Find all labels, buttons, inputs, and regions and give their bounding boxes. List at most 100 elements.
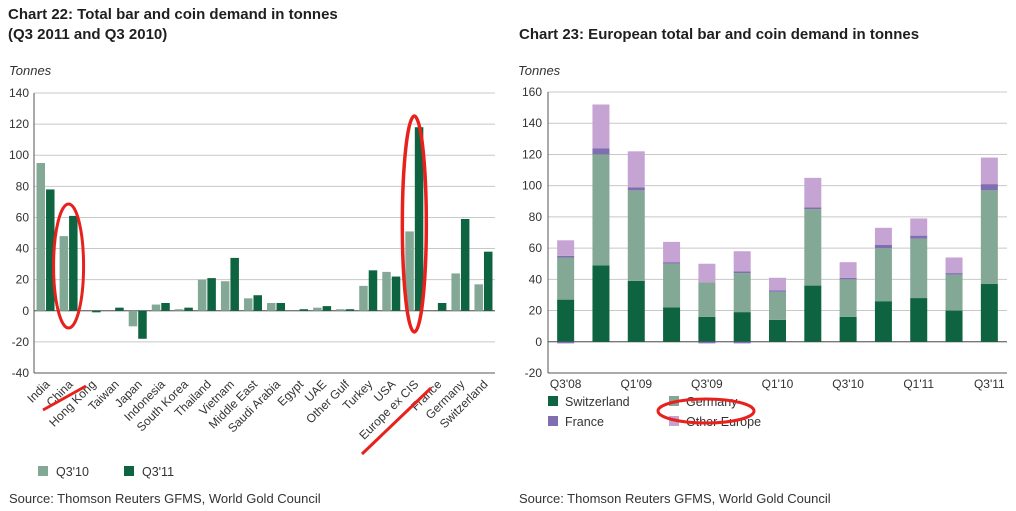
bar-q3-08-germany — [557, 257, 575, 300]
bar-q2-11-france — [945, 273, 963, 275]
strike-through-china-label — [42, 384, 87, 412]
legend-swatch-q3-10 — [38, 466, 48, 476]
x-tick-label-q1-11: Q1'11 — [903, 377, 934, 391]
bar-hong-kong-q3-11 — [92, 310, 101, 313]
bar-q1-09-other-europe — [627, 151, 645, 188]
x-tick-label-egypt: Egypt — [275, 377, 307, 409]
x-tick-label-q3-10: Q3'10 — [832, 377, 864, 391]
bar-other-gulf-q3-11 — [345, 309, 355, 311]
bar-q3-09-other-europe — [698, 263, 716, 283]
legend-swatch-q3-11 — [124, 466, 134, 476]
chart-22-source: Source: Thomson Reuters GFMS, World Gold… — [9, 491, 321, 506]
bar-q3-11-switzerland — [980, 284, 998, 342]
bar-q3-10-france — [839, 277, 857, 280]
bar-q4-08-france — [592, 148, 610, 155]
y-tick-label: 0 — [535, 335, 542, 349]
bar-q2-09-france — [663, 262, 681, 264]
y-tick-label: 160 — [522, 85, 542, 99]
bar-q1-10-france — [769, 290, 786, 292]
bar-q1-09-germany — [627, 190, 645, 281]
bar-q3-10-germany — [839, 279, 857, 317]
bar-q3-11-france — [980, 184, 998, 191]
chart-22-title-line2: (Q3 2011 and Q3 2010) — [8, 26, 168, 43]
bar-turkey-q3-10 — [359, 285, 368, 311]
x-tick-label-q1-09: Q1'09 — [620, 377, 652, 391]
bar-q1-11-germany — [910, 238, 928, 299]
bar-europe-ex-cis-q3-10 — [405, 231, 414, 311]
bar-china-q3-10 — [59, 236, 69, 311]
bar-q3-08-switzerland — [557, 299, 575, 342]
bar-egypt-q3-11 — [299, 309, 309, 311]
bar-india-q3-11 — [46, 189, 55, 311]
bar-q3-10-other-europe — [839, 262, 857, 278]
highlight-ellipse-china — [52, 202, 86, 330]
bar-thailand-q3-10 — [197, 279, 207, 311]
bar-uae-q3-11 — [322, 306, 332, 311]
y-tick-label: 120 — [522, 147, 542, 161]
y-tick-label: -40 — [12, 366, 30, 380]
bar-switzerland-q3-11 — [483, 251, 493, 311]
y-tick-label: 0 — [22, 304, 29, 318]
bar-japan-q3-11 — [138, 310, 147, 339]
bar-q1-11-switzerland — [910, 298, 928, 342]
bar-germany-q3-10 — [451, 273, 460, 311]
y-tick-label: 100 — [522, 179, 542, 193]
legend-swatch-switzerland — [548, 396, 558, 406]
bar-vietnam-q3-11 — [230, 257, 239, 311]
bar-usa-q3-11 — [391, 276, 401, 311]
bar-q1-09-france — [627, 187, 645, 191]
bar-q3-09-negative — [698, 341, 716, 344]
bar-q3-09-germany — [698, 282, 716, 317]
bar-indonesia-q3-11 — [161, 303, 170, 311]
chart-23-source: Source: Thomson Reuters GFMS, World Gold… — [519, 491, 831, 506]
y-tick-label: 140 — [9, 86, 29, 100]
legend-label-switzerland: Switzerland — [565, 395, 630, 409]
bar-saudi-arabia-q3-11 — [276, 303, 286, 311]
bar-q2-09-switzerland — [663, 307, 681, 342]
bar-q3-09-switzerland — [698, 316, 716, 342]
bar-q3-10-switzerland — [839, 316, 857, 342]
x-tick-label-q1-10: Q1'10 — [762, 377, 794, 391]
y-tick-label: -20 — [12, 335, 30, 349]
bar-japan-q3-10 — [128, 310, 138, 327]
bar-q2-10-other-europe — [804, 177, 822, 208]
bar-q3-11-other-europe — [980, 157, 998, 185]
chart-22-panel: Chart 22: Total bar and coin demand in t… — [0, 0, 505, 511]
bar-q2-11-germany — [945, 274, 963, 311]
bar-middle-east-q3-10 — [243, 298, 253, 311]
bar-q2-09-germany — [663, 263, 681, 308]
y-tick-label: 100 — [9, 148, 29, 162]
bar-indonesia-q3-10 — [151, 304, 161, 311]
bar-q2-09-other-europe — [663, 241, 681, 263]
bar-india-q3-10 — [36, 163, 46, 311]
bar-thailand-q3-11 — [207, 278, 216, 311]
bar-china-q3-11 — [69, 215, 78, 311]
bar-q4-10-other-europe — [874, 227, 892, 245]
chart-23-y-unit: Tonnes — [518, 63, 561, 78]
bar-q4-10-france — [874, 244, 892, 249]
legend-swatch-france — [548, 416, 558, 426]
y-tick-label: -20 — [525, 366, 543, 380]
bar-middle-east-q3-11 — [253, 295, 262, 311]
bar-q4-08-switzerland — [592, 265, 610, 342]
bar-q3-08-other-europe — [557, 240, 575, 256]
y-tick-label: 80 — [16, 179, 30, 193]
bar-q2-10-germany — [804, 209, 822, 286]
bar-q4-09-france — [733, 271, 751, 274]
bar-q1-10-other-europe — [769, 277, 786, 291]
bar-france-q3-11 — [437, 303, 447, 311]
bar-q4-10-germany — [874, 248, 892, 302]
y-tick-label: 80 — [529, 210, 543, 224]
bar-q2-10-france — [804, 207, 822, 210]
x-tick-label-q3-08: Q3'08 — [550, 377, 582, 391]
highlight-ellipse-germany-legend — [656, 397, 756, 425]
bar-turkey-q3-11 — [368, 270, 378, 311]
bar-q2-11-switzerland — [945, 310, 963, 342]
bar-q4-09-negative — [733, 341, 751, 344]
legend-label-france: France — [565, 415, 604, 429]
chart-22-y-unit: Tonnes — [9, 63, 52, 78]
x-tick-label-q3-09: Q3'09 — [691, 377, 723, 391]
chart-22-title-line1: Chart 22: Total bar and coin demand in t… — [8, 6, 338, 23]
bar-south-korea-q3-10 — [174, 309, 184, 311]
bar-q1-09-switzerland — [627, 280, 645, 342]
